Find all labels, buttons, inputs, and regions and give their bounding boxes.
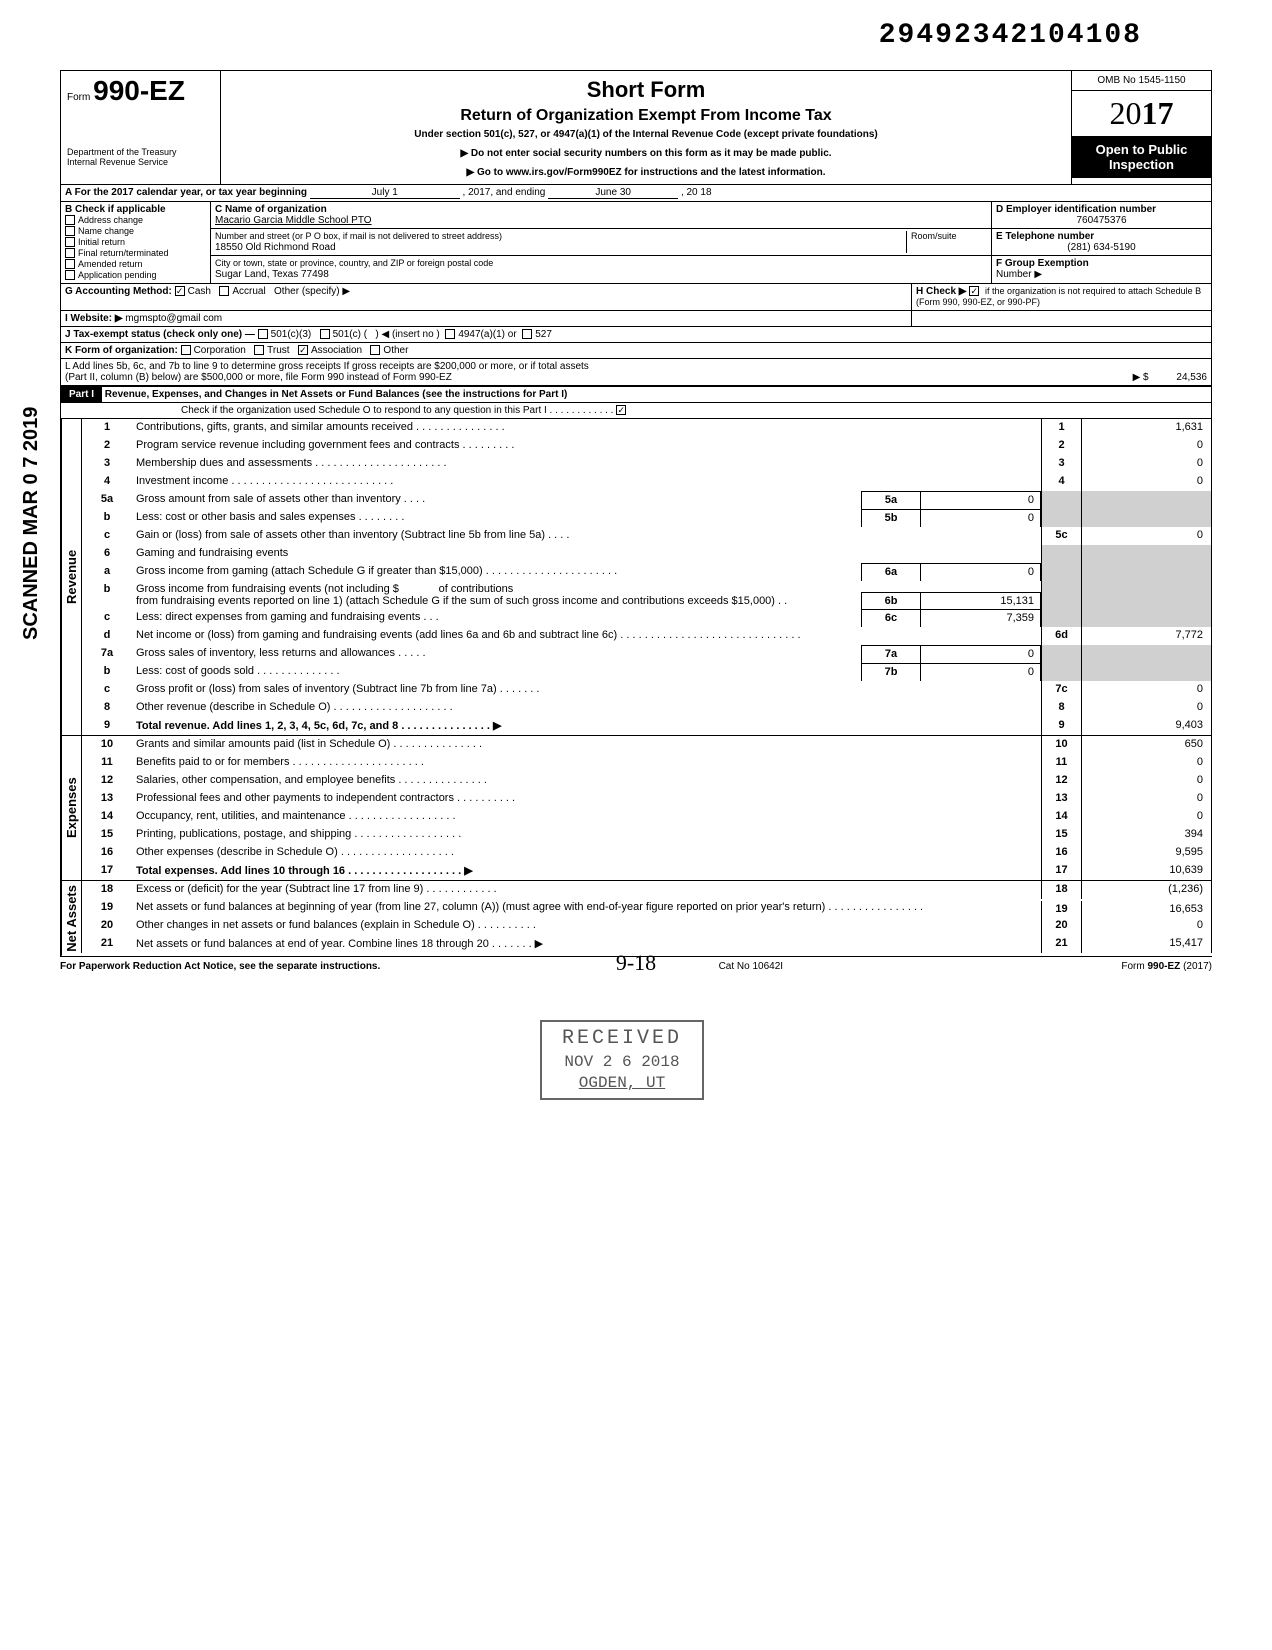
title-return: Return of Organization Exempt From Incom… xyxy=(227,107,1065,125)
irs-label: Internal Revenue Service xyxy=(67,157,214,167)
line-10: Grants and similar amounts paid (list in… xyxy=(132,736,1041,754)
line-2: Program service revenue including govern… xyxy=(132,437,1041,455)
checkbox-501c3[interactable] xyxy=(258,329,268,339)
line-13: Professional fees and other payments to … xyxy=(132,790,1041,808)
arrow-ssn: ▶ Do not enter social security numbers o… xyxy=(227,148,1065,159)
line-8: Other revenue (describe in Schedule O) .… xyxy=(132,699,1041,717)
section-l: L Add lines 5b, 6c, and 7b to line 9 to … xyxy=(61,359,1211,385)
checkbox-accrual[interactable] xyxy=(219,286,229,296)
netassets-label: Net Assets xyxy=(61,881,81,956)
line-6: Gaming and fundraising events xyxy=(132,545,1041,563)
checkbox-cash[interactable]: ✓ xyxy=(175,286,185,296)
section-k: K Form of organization: Corporation Trus… xyxy=(61,343,1211,358)
section-i: I Website: ▶ mgmspto@gmail com xyxy=(61,311,911,326)
checkbox-name-change[interactable] xyxy=(65,226,75,236)
section-b: B Check if applicable Address change Nam… xyxy=(61,202,211,283)
subtitle: Under section 501(c), 527, or 4947(a)(1)… xyxy=(227,129,1065,140)
expenses-label: Expenses xyxy=(61,736,81,880)
open-public: Open to Public Inspection xyxy=(1072,136,1211,178)
line-17: Total expenses. Add lines 10 through 16 … xyxy=(132,862,1041,880)
line-11: Benefits paid to or for members . . . . … xyxy=(132,754,1041,772)
line-5a: Gross amount from sale of assets other t… xyxy=(132,491,861,509)
line-1: Contributions, gifts, grants, and simila… xyxy=(132,419,1041,437)
checkbox-assoc[interactable]: ✓ xyxy=(298,345,308,355)
part1-check: Check if the organization used Schedule … xyxy=(61,403,1211,418)
revenue-label: Revenue xyxy=(61,419,81,735)
section-a: A For the 2017 calendar year, or tax yea… xyxy=(61,185,1211,201)
checkbox-part1-scho[interactable]: ✓ xyxy=(616,405,626,415)
line-19: Net assets or fund balances at beginning… xyxy=(132,899,1041,917)
checkbox-527[interactable] xyxy=(522,329,532,339)
document-number: 29492342104108 xyxy=(879,20,1142,51)
section-addr: Number and street (or P O box, if mail i… xyxy=(211,229,991,256)
section-g: G Accounting Method: ✓Cash Accrual Other… xyxy=(61,284,911,310)
section-f: F Group Exemption Number ▶ xyxy=(992,256,1211,282)
checkbox-final-return[interactable] xyxy=(65,248,75,258)
line-16: Other expenses (describe in Schedule O) … xyxy=(132,844,1041,862)
checkbox-501c[interactable] xyxy=(320,329,330,339)
handwriting: 9-18 xyxy=(616,950,656,976)
line-6a: Gross income from gaming (attach Schedul… xyxy=(132,563,861,581)
line-5b: Less: cost or other basis and sales expe… xyxy=(132,509,861,527)
omb-number: OMB No 1545-1150 xyxy=(1072,71,1211,91)
line-7a: Gross sales of inventory, less returns a… xyxy=(132,645,861,663)
section-e: E Telephone number (281) 634-5190 xyxy=(992,229,1211,256)
line-5c: Gain or (loss) from sale of assets other… xyxy=(132,527,1041,545)
received-stamp: RECEIVED NOV 2 6 2018 OGDEN, UT xyxy=(540,1020,704,1100)
title-short-form: Short Form xyxy=(227,77,1065,103)
dept-label: Department of the Treasury xyxy=(67,147,214,157)
section-h: H Check ▶ ✓ if the organization is not r… xyxy=(911,284,1211,310)
checkbox-amended[interactable] xyxy=(65,259,75,269)
tax-year: 2017 xyxy=(1072,91,1211,136)
checkbox-other[interactable] xyxy=(370,345,380,355)
part1-header: Part I xyxy=(61,387,102,402)
line-20: Other changes in net assets or fund bala… xyxy=(132,917,1041,935)
checkbox-trust[interactable] xyxy=(254,345,264,355)
section-d: D Employer identification number 7604753… xyxy=(992,202,1211,229)
section-j: J Tax-exempt status (check only one) — 5… xyxy=(61,327,1211,342)
checkbox-4947[interactable] xyxy=(445,329,455,339)
line-18: Excess or (deficit) for the year (Subtra… xyxy=(132,881,1041,899)
checkbox-initial-return[interactable] xyxy=(65,237,75,247)
scanned-stamp: SCANNED MAR 0 7 2019 xyxy=(20,407,43,640)
line-6d: Net income or (loss) from gaming and fun… xyxy=(132,627,1041,645)
line-21: Net assets or fund balances at end of ye… xyxy=(132,935,1041,953)
checkbox-pending[interactable] xyxy=(65,270,75,280)
checkbox-h[interactable]: ✓ xyxy=(969,286,979,296)
section-c: C Name of organization Macario Garcia Mi… xyxy=(211,202,991,229)
part1-title: Revenue, Expenses, and Changes in Net As… xyxy=(105,389,568,400)
arrow-url: ▶ Go to www.irs.gov/Form990EZ for instru… xyxy=(227,167,1065,178)
line-6c: Less: direct expenses from gaming and fu… xyxy=(132,609,861,627)
checkbox-corp[interactable] xyxy=(181,345,191,355)
form-number: Form 990-EZ xyxy=(67,75,214,107)
line-6b: Gross income from fundraising events (no… xyxy=(132,581,861,609)
line-15: Printing, publications, postage, and shi… xyxy=(132,826,1041,844)
line-4: Investment income . . . . . . . . . . . … xyxy=(132,473,1041,491)
line-9: Total revenue. Add lines 1, 2, 3, 4, 5c,… xyxy=(132,717,1041,735)
line-14: Occupancy, rent, utilities, and maintena… xyxy=(132,808,1041,826)
section-city: City or town, state or province, country… xyxy=(211,256,991,282)
line-3: Membership dues and assessments . . . . … xyxy=(132,455,1041,473)
line-7c: Gross profit or (loss) from sales of inv… xyxy=(132,681,1041,699)
form-header: Form 990-EZ Department of the Treasury I… xyxy=(60,70,1212,185)
checkbox-address-change[interactable] xyxy=(65,215,75,225)
line-12: Salaries, other compensation, and employ… xyxy=(132,772,1041,790)
line-7b: Less: cost of goods sold . . . . . . . .… xyxy=(132,663,861,681)
